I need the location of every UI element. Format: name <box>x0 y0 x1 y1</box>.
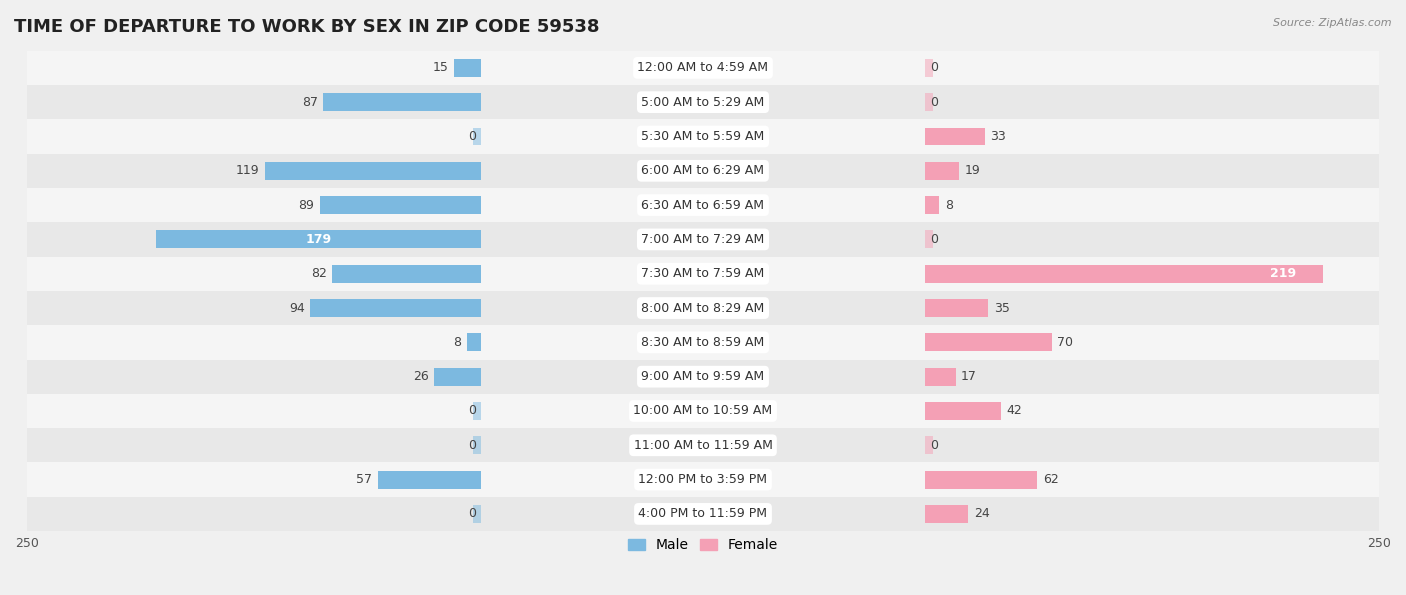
Bar <box>474 505 481 523</box>
Text: 0: 0 <box>468 405 475 418</box>
Bar <box>27 428 1379 462</box>
Text: TIME OF DEPARTURE TO WORK BY SEX IN ZIP CODE 59538: TIME OF DEPARTURE TO WORK BY SEX IN ZIP … <box>14 18 599 36</box>
Text: 0: 0 <box>931 439 938 452</box>
Text: 4:00 PM to 11:59 PM: 4:00 PM to 11:59 PM <box>638 508 768 521</box>
Bar <box>332 265 481 283</box>
Bar <box>925 368 956 386</box>
Text: 12:00 AM to 4:59 AM: 12:00 AM to 4:59 AM <box>637 61 769 74</box>
Text: 5:30 AM to 5:59 AM: 5:30 AM to 5:59 AM <box>641 130 765 143</box>
Bar <box>27 394 1379 428</box>
Text: 0: 0 <box>931 96 938 109</box>
Bar <box>27 223 1379 256</box>
Text: 7:00 AM to 7:29 AM: 7:00 AM to 7:29 AM <box>641 233 765 246</box>
Text: 7:30 AM to 7:59 AM: 7:30 AM to 7:59 AM <box>641 267 765 280</box>
Bar <box>925 402 1001 420</box>
Text: 26: 26 <box>413 370 429 383</box>
Bar <box>27 188 1379 223</box>
Text: 19: 19 <box>965 164 980 177</box>
Text: 0: 0 <box>931 233 938 246</box>
Text: 119: 119 <box>236 164 260 177</box>
Text: 11:00 AM to 11:59 AM: 11:00 AM to 11:59 AM <box>634 439 772 452</box>
Bar <box>925 505 969 523</box>
Bar <box>156 230 481 248</box>
Text: 12:00 PM to 3:59 PM: 12:00 PM to 3:59 PM <box>638 473 768 486</box>
Text: 8:30 AM to 8:59 AM: 8:30 AM to 8:59 AM <box>641 336 765 349</box>
Bar <box>474 402 481 420</box>
Text: 219: 219 <box>1270 267 1296 280</box>
Bar <box>474 127 481 145</box>
Text: 62: 62 <box>1043 473 1059 486</box>
Bar <box>925 436 932 454</box>
Text: 0: 0 <box>931 61 938 74</box>
Text: 24: 24 <box>974 508 990 521</box>
Text: Source: ZipAtlas.com: Source: ZipAtlas.com <box>1274 18 1392 28</box>
Text: 82: 82 <box>311 267 326 280</box>
Text: 8: 8 <box>453 336 461 349</box>
Bar <box>264 162 481 180</box>
Text: 42: 42 <box>1007 405 1022 418</box>
Text: 8: 8 <box>945 199 953 212</box>
Bar <box>467 333 481 351</box>
Text: 179: 179 <box>305 233 332 246</box>
Bar <box>319 196 481 214</box>
Text: 8:00 AM to 8:29 AM: 8:00 AM to 8:29 AM <box>641 302 765 315</box>
Bar <box>323 93 481 111</box>
Text: 0: 0 <box>468 439 475 452</box>
Bar <box>925 59 932 77</box>
Bar <box>378 471 481 488</box>
Bar <box>925 230 932 248</box>
Bar <box>27 120 1379 154</box>
Text: 17: 17 <box>962 370 977 383</box>
Text: 87: 87 <box>302 96 318 109</box>
Text: 6:30 AM to 6:59 AM: 6:30 AM to 6:59 AM <box>641 199 765 212</box>
Bar <box>925 93 932 111</box>
Text: 10:00 AM to 10:59 AM: 10:00 AM to 10:59 AM <box>634 405 772 418</box>
Text: 57: 57 <box>356 473 373 486</box>
Bar <box>474 436 481 454</box>
Bar <box>454 59 481 77</box>
Bar <box>311 299 481 317</box>
Bar <box>925 162 959 180</box>
Bar <box>27 85 1379 120</box>
Bar <box>925 196 939 214</box>
Bar <box>925 265 1323 283</box>
Bar <box>925 127 984 145</box>
Bar <box>27 325 1379 359</box>
Text: 0: 0 <box>468 130 475 143</box>
Text: 89: 89 <box>298 199 314 212</box>
Bar <box>27 462 1379 497</box>
Text: 15: 15 <box>433 61 449 74</box>
Text: 94: 94 <box>290 302 305 315</box>
Bar <box>434 368 481 386</box>
Bar <box>925 471 1038 488</box>
Text: 0: 0 <box>468 508 475 521</box>
Bar <box>27 256 1379 291</box>
Bar <box>27 497 1379 531</box>
Bar <box>27 359 1379 394</box>
Bar <box>27 51 1379 85</box>
Legend: Male, Female: Male, Female <box>623 533 783 558</box>
Text: 5:00 AM to 5:29 AM: 5:00 AM to 5:29 AM <box>641 96 765 109</box>
Text: 35: 35 <box>994 302 1010 315</box>
Text: 9:00 AM to 9:59 AM: 9:00 AM to 9:59 AM <box>641 370 765 383</box>
Bar <box>27 154 1379 188</box>
Text: 70: 70 <box>1057 336 1073 349</box>
Text: 6:00 AM to 6:29 AM: 6:00 AM to 6:29 AM <box>641 164 765 177</box>
Bar <box>925 333 1052 351</box>
Bar <box>27 291 1379 325</box>
Bar <box>925 299 988 317</box>
Text: 33: 33 <box>990 130 1005 143</box>
